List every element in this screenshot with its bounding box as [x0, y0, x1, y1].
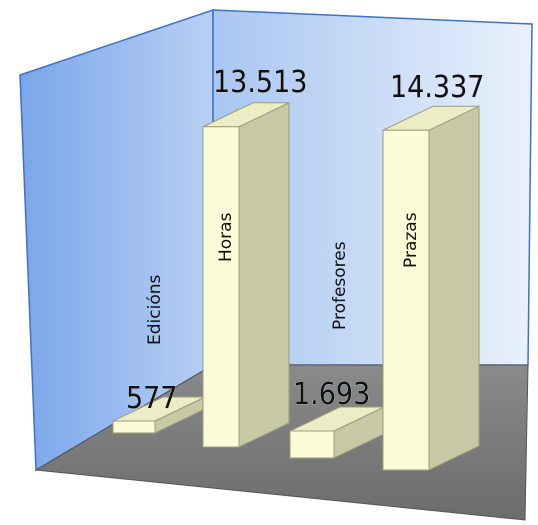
value-label: 13.513 — [213, 65, 307, 100]
bar-front-face — [202, 126, 240, 448]
bar-front-face — [382, 129, 430, 471]
bars-group — [112, 101, 480, 471]
bar-front-face — [112, 420, 156, 434]
category-label: Prazas — [401, 212, 421, 268]
bar-front-face — [289, 430, 335, 459]
value-label: 577 — [126, 381, 178, 416]
value-label: 1.693 — [293, 377, 370, 412]
category-label: Edicións — [145, 274, 165, 345]
category-label: Profesores — [330, 241, 350, 330]
category-label: Horas — [216, 212, 236, 262]
bar-2 — [202, 101, 290, 448]
bar-1 — [112, 396, 206, 434]
value-label: 14.337 — [390, 70, 484, 105]
bar-4 — [382, 105, 480, 471]
bar-side-face — [428, 105, 480, 471]
labels-group: 577 13.513 1.693 14.337 Edicións Horas Profeso… — [126, 65, 485, 417]
bar-3 — [289, 406, 385, 459]
bar-side-face — [238, 101, 290, 448]
